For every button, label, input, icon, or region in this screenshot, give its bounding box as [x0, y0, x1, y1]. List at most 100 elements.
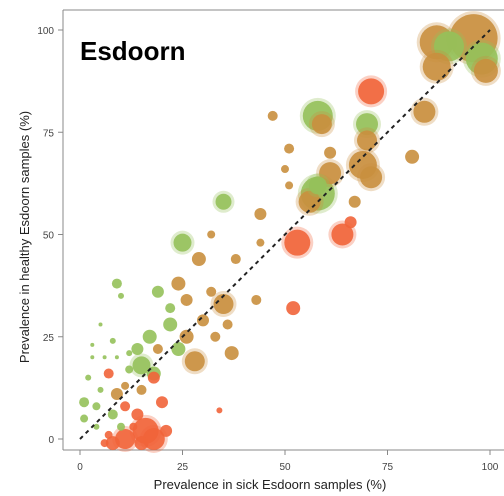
data-point	[132, 356, 151, 375]
data-point	[206, 286, 217, 297]
data-point	[90, 355, 95, 360]
data-point	[100, 439, 109, 448]
data-point	[118, 292, 124, 299]
data-point	[191, 252, 206, 267]
data-point	[222, 319, 233, 330]
data-point	[311, 114, 332, 135]
x-axis-label: Prevalence in sick Esdoorn samples (%)	[154, 477, 387, 492]
data-point	[104, 430, 113, 439]
data-point	[147, 371, 160, 384]
data-point	[213, 294, 234, 315]
data-point	[180, 293, 193, 306]
data-point	[105, 436, 120, 451]
x-tick-label: 50	[279, 462, 291, 473]
data-point	[184, 351, 205, 372]
x-tick-label: 0	[77, 462, 83, 473]
data-point	[165, 303, 176, 314]
data-point	[230, 254, 241, 265]
data-point	[256, 238, 265, 247]
x-tick-label: 25	[177, 462, 189, 473]
data-point	[171, 342, 186, 357]
data-point	[348, 195, 361, 208]
data-point	[319, 162, 342, 185]
data-point	[173, 233, 192, 252]
data-point	[85, 374, 92, 381]
data-point	[286, 301, 301, 316]
data-point	[129, 422, 138, 431]
data-point	[107, 409, 118, 420]
y-axis-label: Prevalence in healthy Esdoorn samples (%…	[17, 111, 32, 363]
data-point	[358, 78, 385, 105]
data-point	[93, 423, 100, 430]
data-point	[97, 386, 104, 393]
data-point	[102, 355, 107, 360]
data-point	[126, 350, 133, 357]
data-point	[125, 365, 134, 374]
data-point	[131, 343, 144, 356]
data-point	[197, 314, 209, 327]
data-point	[357, 130, 377, 151]
data-point	[120, 401, 131, 412]
chart-title: Esdoorn	[80, 36, 186, 66]
data-point	[103, 368, 114, 379]
data-point	[285, 181, 294, 190]
data-point	[251, 294, 262, 305]
data-point	[284, 143, 295, 154]
y-tick-label: 75	[43, 128, 55, 139]
data-point	[111, 278, 122, 289]
data-point	[151, 285, 164, 298]
data-point	[215, 193, 232, 210]
reference-diagonal	[79, 29, 491, 440]
data-point	[92, 402, 101, 411]
data-point	[115, 429, 136, 449]
data-point	[117, 422, 125, 431]
data-point	[308, 176, 327, 195]
data-point	[324, 146, 337, 159]
data-point	[142, 329, 157, 344]
data-point	[114, 355, 119, 360]
x-axis-ticks: 0 25 50 75 100	[77, 450, 499, 473]
data-point	[405, 149, 420, 164]
data-point	[267, 110, 278, 121]
y-tick-label: 25	[43, 333, 55, 344]
data-point	[224, 346, 239, 361]
data-point	[216, 407, 223, 414]
data-point	[121, 381, 130, 390]
data-point	[136, 384, 147, 395]
data-point	[163, 317, 178, 332]
data-point	[422, 52, 451, 81]
data-point	[156, 396, 168, 409]
data-points	[79, 11, 501, 453]
data-point	[109, 337, 116, 344]
data-point	[331, 223, 354, 246]
data-point	[131, 408, 144, 421]
data-point	[284, 229, 311, 256]
data-point	[413, 100, 436, 123]
data-point	[298, 190, 321, 213]
data-point	[254, 208, 267, 221]
data-point	[152, 344, 163, 355]
data-point	[281, 165, 289, 174]
data-point	[80, 414, 89, 423]
data-point	[98, 322, 103, 327]
data-point	[210, 331, 221, 342]
y-axis-ticks: 0 25 50 75 100	[37, 26, 63, 446]
data-point	[79, 397, 90, 408]
data-point	[344, 216, 357, 229]
y-tick-label: 100	[37, 26, 54, 37]
data-point	[360, 166, 383, 189]
data-point	[90, 342, 95, 347]
y-tick-label: 0	[48, 435, 54, 446]
data-point	[171, 276, 186, 291]
data-point	[356, 113, 378, 136]
y-tick-label: 50	[43, 231, 55, 242]
data-point	[110, 388, 123, 401]
data-point	[179, 329, 194, 344]
x-tick-label: 75	[382, 462, 394, 473]
data-point	[207, 230, 216, 239]
data-point	[134, 436, 149, 451]
data-point	[160, 424, 173, 437]
data-point	[473, 58, 498, 83]
x-tick-label: 100	[482, 462, 499, 473]
